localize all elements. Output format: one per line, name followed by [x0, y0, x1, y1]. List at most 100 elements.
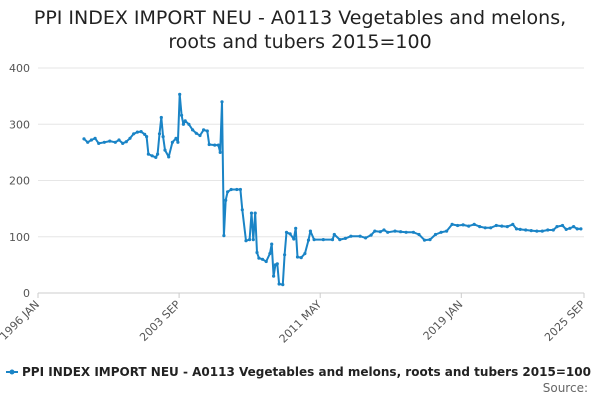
- data-point[interactable]: [417, 232, 421, 237]
- data-point[interactable]: [205, 129, 209, 133]
- data-point[interactable]: [218, 150, 222, 154]
- data-point[interactable]: [428, 238, 432, 242]
- data-point[interactable]: [249, 211, 254, 215]
- data-point[interactable]: [404, 230, 408, 234]
- data-point[interactable]: [150, 154, 154, 158]
- data-point[interactable]: [546, 228, 550, 232]
- data-point[interactable]: [283, 253, 287, 257]
- data-point[interactable]: [154, 155, 158, 159]
- data-point[interactable]: [180, 113, 184, 117]
- data-point[interactable]: [143, 132, 147, 136]
- data-point[interactable]: [373, 229, 377, 233]
- data-point[interactable]: [248, 238, 252, 242]
- data-point[interactable]: [568, 226, 572, 230]
- data-point[interactable]: [378, 230, 382, 234]
- data-point[interactable]: [255, 250, 259, 255]
- data-point[interactable]: [489, 226, 493, 230]
- data-point[interactable]: [500, 224, 504, 228]
- data-point[interactable]: [167, 155, 171, 159]
- data-point[interactable]: [170, 140, 174, 144]
- data-point[interactable]: [251, 238, 255, 242]
- data-point[interactable]: [281, 283, 285, 287]
- data-point[interactable]: [181, 122, 185, 126]
- data-point[interactable]: [540, 229, 544, 233]
- data-point[interactable]: [213, 143, 217, 147]
- data-point[interactable]: [358, 234, 362, 238]
- data-point[interactable]: [157, 132, 162, 136]
- data-point[interactable]: [294, 226, 298, 230]
- data-point[interactable]: [268, 252, 272, 256]
- data-point[interactable]: [277, 282, 281, 286]
- data-point[interactable]: [89, 138, 93, 142]
- data-point[interactable]: [445, 229, 449, 233]
- data-point[interactable]: [272, 274, 276, 278]
- data-point[interactable]: [312, 238, 316, 242]
- data-point[interactable]: [128, 136, 132, 140]
- data-point[interactable]: [511, 222, 515, 226]
- data-point[interactable]: [306, 238, 311, 242]
- data-point[interactable]: [349, 234, 353, 238]
- data-point[interactable]: [494, 223, 498, 228]
- data-point[interactable]: [275, 262, 279, 266]
- data-point[interactable]: [369, 233, 373, 237]
- data-point[interactable]: [156, 152, 160, 156]
- data-point[interactable]: [163, 148, 167, 152]
- data-point[interactable]: [257, 256, 261, 260]
- data-point[interactable]: [321, 238, 325, 242]
- data-point[interactable]: [399, 230, 403, 234]
- data-point[interactable]: [270, 242, 274, 246]
- data-point[interactable]: [202, 128, 206, 132]
- data-point[interactable]: [393, 229, 397, 233]
- data-point[interactable]: [161, 135, 165, 139]
- data-point[interactable]: [178, 92, 182, 96]
- data-point[interactable]: [338, 238, 342, 242]
- data-point[interactable]: [183, 119, 187, 123]
- data-point[interactable]: [343, 236, 347, 240]
- data-point[interactable]: [560, 223, 565, 228]
- data-point[interactable]: [292, 237, 296, 241]
- data-point[interactable]: [332, 232, 336, 237]
- data-point[interactable]: [411, 230, 415, 234]
- data-point[interactable]: [433, 232, 438, 237]
- data-point[interactable]: [159, 115, 163, 120]
- data-point[interactable]: [108, 139, 112, 143]
- data-point[interactable]: [483, 226, 487, 230]
- data-point[interactable]: [264, 259, 268, 264]
- data-point[interactable]: [146, 152, 150, 156]
- data-point[interactable]: [303, 252, 307, 256]
- data-point[interactable]: [551, 228, 555, 232]
- data-point[interactable]: [456, 223, 460, 228]
- data-point[interactable]: [439, 230, 443, 234]
- data-point[interactable]: [220, 100, 224, 104]
- data-point[interactable]: [284, 230, 289, 234]
- data-point[interactable]: [191, 128, 195, 132]
- data-point[interactable]: [121, 141, 125, 145]
- data-point[interactable]: [174, 136, 178, 140]
- data-point[interactable]: [386, 230, 390, 234]
- data-point[interactable]: [216, 143, 220, 147]
- data-point[interactable]: [472, 222, 476, 226]
- data-point[interactable]: [382, 228, 386, 232]
- data-point[interactable]: [117, 138, 121, 142]
- data-point[interactable]: [226, 190, 230, 194]
- data-point[interactable]: [572, 225, 576, 229]
- data-point[interactable]: [145, 135, 149, 139]
- data-point[interactable]: [135, 130, 139, 134]
- data-point[interactable]: [288, 232, 292, 236]
- data-point[interactable]: [222, 234, 226, 238]
- data-point[interactable]: [330, 238, 335, 242]
- data-point[interactable]: [579, 227, 583, 231]
- data-point[interactable]: [478, 225, 482, 229]
- data-point[interactable]: [187, 122, 191, 126]
- data-point[interactable]: [467, 224, 471, 228]
- data-point[interactable]: [461, 223, 465, 227]
- data-point[interactable]: [244, 239, 248, 243]
- data-point[interactable]: [102, 140, 106, 144]
- data-point[interactable]: [207, 142, 211, 147]
- data-point[interactable]: [240, 208, 244, 212]
- data-point[interactable]: [524, 228, 528, 232]
- data-point[interactable]: [235, 187, 239, 192]
- data-point[interactable]: [198, 133, 202, 138]
- data-point[interactable]: [450, 222, 454, 226]
- data-point[interactable]: [253, 211, 257, 215]
